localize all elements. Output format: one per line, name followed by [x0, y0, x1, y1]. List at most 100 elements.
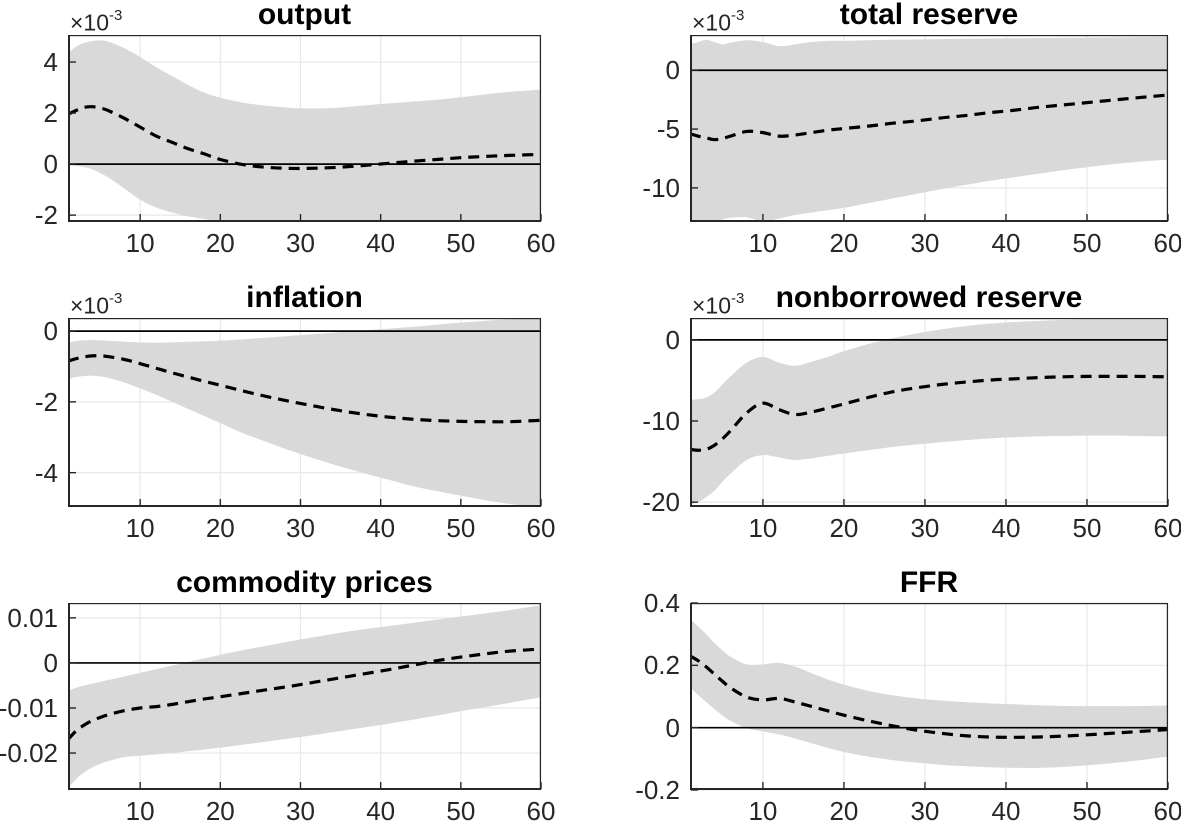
x-tick-label: 60: [526, 513, 556, 543]
x-tick-label: 60: [526, 796, 556, 826]
y-tick-label: 0.2: [643, 650, 680, 681]
axes-box: [690, 318, 1169, 508]
y-tick-label: 2: [43, 98, 58, 129]
plot-title: inflation: [246, 281, 363, 314]
x-tick-label: 40: [991, 228, 1021, 258]
plot-title: FFR: [899, 566, 959, 599]
gridlines: [68, 318, 542, 507]
y-tick-label: -0.02: [0, 738, 58, 769]
plot-canvas: [690, 602, 1169, 791]
plot-title: nonborrowed reserve: [775, 281, 1083, 314]
x-tick-label: 60: [526, 228, 556, 258]
x-tick-label: 10: [748, 513, 778, 543]
y-axis-scale-label: ×10-3: [692, 7, 745, 36]
x-tick-label: 60: [1153, 228, 1181, 258]
x-tick-label: 10: [748, 228, 778, 258]
y-tick-label: 0: [665, 55, 680, 86]
y-tick-label: -10: [642, 406, 680, 437]
confidence-band: [68, 40, 541, 222]
x-tick-label: 60: [1153, 796, 1181, 826]
axes-box: [690, 35, 1169, 223]
x-tick-label: 30: [910, 796, 940, 826]
plot-canvas: [68, 318, 542, 508]
axes-box: [68, 35, 542, 223]
confidence-band: [690, 319, 1168, 505]
confidence-band: [68, 318, 541, 507]
x-tick-label: 20: [829, 796, 859, 826]
y-tick-label: -0.2: [635, 775, 680, 805]
x-tick-label: 40: [366, 513, 396, 543]
gridlines: [690, 602, 1169, 791]
x-tick-label: 50: [446, 228, 476, 258]
y-tick-label: -0.01: [0, 692, 58, 723]
y-tick-label: 0: [43, 316, 58, 347]
gridlines: [690, 318, 1169, 507]
x-tick-label: 20: [205, 796, 235, 826]
y-tick-label: 0.4: [643, 588, 680, 618]
x-tick-label: 40: [991, 796, 1021, 826]
x-tick-label: 30: [910, 228, 940, 258]
y-tick-label: -20: [642, 487, 680, 518]
confidence-band: [68, 605, 541, 789]
x-tick-label: 20: [829, 228, 859, 258]
y-tick-label: -10: [642, 172, 680, 203]
x-tick-label: 50: [446, 796, 476, 826]
y-tick-label: 0: [665, 324, 680, 355]
x-tick-label: 30: [910, 513, 940, 543]
median-irf-line: [68, 105, 541, 171]
x-tick-label: 40: [991, 513, 1021, 543]
x-tick-label: 20: [205, 228, 235, 258]
y-tick-label: 0: [665, 712, 680, 743]
x-tick-label: 30: [286, 513, 315, 543]
y-tick-label: 0: [43, 647, 58, 678]
x-tick-label: 40: [366, 796, 396, 826]
plot-canvas: [690, 35, 1169, 223]
x-tick-label: 20: [829, 513, 859, 543]
median-irf-line: [690, 93, 1168, 142]
y-tick-label: -2: [34, 386, 58, 417]
gridlines: [68, 35, 542, 222]
y-tick-label: 0: [43, 149, 58, 180]
gridlines: [690, 35, 1169, 222]
y-tick-label: -4: [34, 457, 58, 488]
gridlines: [68, 603, 542, 790]
axes-box: [68, 318, 542, 508]
axes-box: [690, 602, 1169, 791]
plot-canvas: [68, 35, 542, 223]
y-tick-label: -2: [34, 200, 58, 231]
median-irf-line: [690, 654, 1168, 739]
y-axis-scale-label: ×10-3: [70, 290, 123, 319]
confidence-band: [690, 618, 1168, 768]
plot-canvas: [690, 318, 1169, 508]
x-tick-label: 30: [286, 228, 315, 258]
median-irf-line: [690, 374, 1168, 452]
x-tick-label: 50: [446, 513, 476, 543]
x-tick-label: 10: [125, 796, 155, 826]
x-tick-label: 60: [1153, 513, 1181, 543]
x-tick-label: 10: [125, 228, 155, 258]
x-tick-label: 10: [125, 513, 155, 543]
x-tick-label: 30: [286, 796, 315, 826]
y-axis-scale-label: ×10-3: [70, 7, 123, 36]
plot-title: commodity prices: [176, 566, 433, 599]
y-axis-scale-label: ×10-3: [692, 290, 745, 319]
median-irf-line: [68, 647, 541, 741]
plot-title: total reserve: [839, 0, 1019, 31]
confidence-band: [690, 36, 1168, 222]
x-tick-label: 40: [366, 228, 396, 258]
y-tick-label: -5: [656, 114, 680, 145]
y-tick-label: 0.01: [7, 602, 58, 633]
plot-canvas: [68, 603, 542, 791]
plot-title: output: [257, 0, 352, 31]
x-tick-label: 50: [1072, 513, 1102, 543]
median-irf-line: [68, 354, 541, 424]
x-tick-label: 50: [1072, 796, 1102, 826]
axes-box: [68, 603, 542, 791]
